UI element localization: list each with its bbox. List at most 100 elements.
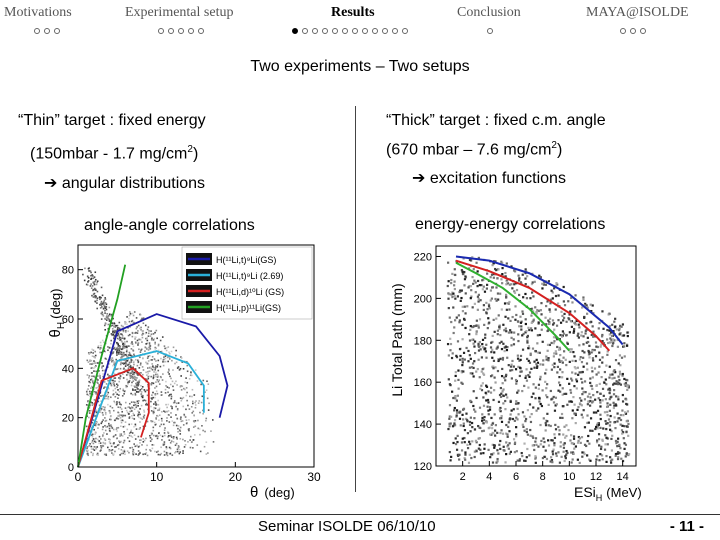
nav-results[interactable]: Results [331,5,375,20]
scatter-point [131,432,134,434]
scatter-point [117,448,120,450]
nav-dot[interactable] [487,28,493,34]
scatter-point [565,449,568,453]
scatter-point [157,415,159,418]
scatter-point [458,348,462,351]
nav-dot[interactable] [640,28,646,34]
scatter-point [573,327,576,331]
scatter-point [92,419,95,421]
scatter-point [96,452,99,455]
scatter-point [506,280,509,283]
nav-dot[interactable] [312,28,318,34]
scatter-point [104,302,107,304]
scatter-point [604,443,607,446]
nav-dot[interactable] [302,28,308,34]
scatter-point [152,339,155,341]
scatter-point [566,341,569,344]
scatter-point [614,452,618,456]
scatter-point [167,434,170,437]
nav-dot[interactable] [178,28,184,34]
nav-dot[interactable] [352,28,358,34]
scatter-point [509,400,512,403]
scatter-point [117,397,119,400]
nav-dot[interactable] [630,28,636,34]
scatter-point [515,433,518,436]
scatter-point [144,453,146,455]
scatter-point [96,280,99,283]
scatter-point [116,427,118,429]
scatter-point [168,414,170,417]
scatter-point [175,442,178,445]
scatter-point [178,452,181,455]
scatter-point [136,373,139,375]
nav-dot[interactable] [158,28,164,34]
scatter-point [103,305,106,308]
nav-dot[interactable] [34,28,40,34]
scatter-point [146,403,149,406]
scatter-point [556,345,559,349]
nav-dot[interactable] [382,28,388,34]
scatter-point [483,415,486,419]
scatter-point [487,409,490,412]
scatter-point [608,387,611,390]
scatter-point [103,453,106,456]
scatter-point [559,354,562,357]
scatter-point [528,371,532,374]
nav-dot[interactable] [188,28,194,34]
scatter-point [491,422,494,425]
nav-dot[interactable] [372,28,378,34]
scatter-point [129,333,131,336]
scatter-point [570,400,574,403]
nav-dots-motivations [34,28,64,34]
scatter-point [93,355,95,358]
nav-dot[interactable] [332,28,338,34]
scatter-point [608,376,611,379]
scatter-point [180,375,182,377]
scatter-point [137,400,140,402]
scatter-point [146,374,148,376]
scatter-point [200,383,202,386]
nav-dot[interactable] [402,28,408,34]
scatter-point [161,439,163,441]
scatter-point [542,445,545,448]
scatter-point [589,303,592,306]
scatter-point [562,316,566,319]
scatter-point [562,443,565,446]
scatter-point [197,427,200,430]
scatter-point [117,389,119,391]
nav-dot[interactable] [54,28,60,34]
scatter-point [122,373,124,375]
scatter-point [562,300,565,303]
nav-dot[interactable] [620,28,626,34]
nav-dot[interactable] [362,28,368,34]
nav-dot[interactable] [322,28,328,34]
nav-dot[interactable] [292,28,298,34]
nav-dot[interactable] [44,28,50,34]
nav-dot[interactable] [168,28,174,34]
scatter-point [139,356,141,359]
scatter-point [475,450,478,453]
scatter-point [531,347,535,350]
nav-conclusion[interactable]: Conclusion [457,5,521,20]
nav-dot[interactable] [342,28,348,34]
nav-maya-isolde[interactable]: MAYA@ISOLDE [586,5,689,20]
scatter-point [121,435,124,437]
scatter-point [577,373,580,376]
scatter-point [452,306,455,309]
scatter-point [134,389,137,391]
nav-motivations[interactable]: Motivations [4,5,72,20]
scatter-point [96,378,98,380]
nav-experimental-setup[interactable]: Experimental setup [125,5,234,20]
nav-dot[interactable] [198,28,204,34]
scatter-point [167,360,169,363]
scatter-point [132,401,135,403]
nav-dot[interactable] [392,28,398,34]
scatter-point [520,328,523,331]
scatter-point [192,426,195,428]
scatter-point [496,345,500,348]
scatter-point [120,351,123,354]
scatter-point [182,424,185,426]
scatter-point [472,282,475,285]
scatter-point [88,352,91,355]
x-axis-label: ESiH (MeV) [574,484,642,503]
